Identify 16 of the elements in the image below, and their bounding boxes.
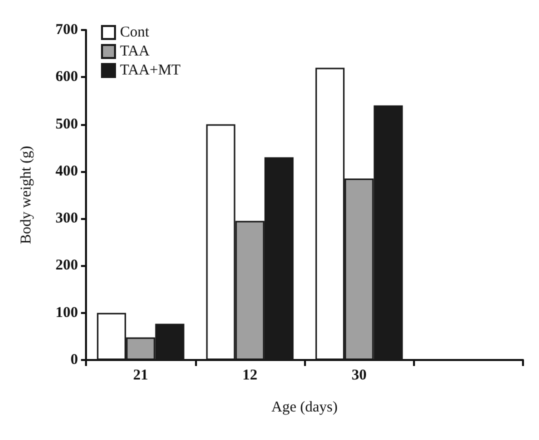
y-tick-label: 500 — [56, 116, 78, 132]
x-tick-label: 30 — [352, 368, 367, 384]
y-tick-label: 0 — [70, 352, 78, 368]
legend-label: TAA — [120, 44, 150, 60]
x-tick-label: 21 — [133, 368, 148, 384]
y-tick-label: 600 — [56, 69, 78, 86]
y-tick-label: 700 — [56, 22, 78, 38]
legend-label: Cont — [120, 24, 150, 40]
y-tick-label: 100 — [56, 304, 78, 321]
y-tick-label: 300 — [56, 210, 78, 227]
x-tick-label: 12 — [242, 368, 258, 384]
y-tick-label: 200 — [56, 258, 78, 274]
legend-label: TAA+MT — [120, 62, 181, 78]
y-tick-label: 400 — [56, 163, 78, 180]
x-axis-title: Age (days) — [271, 400, 338, 416]
y-axis-title: Body weight (g) — [18, 146, 34, 244]
